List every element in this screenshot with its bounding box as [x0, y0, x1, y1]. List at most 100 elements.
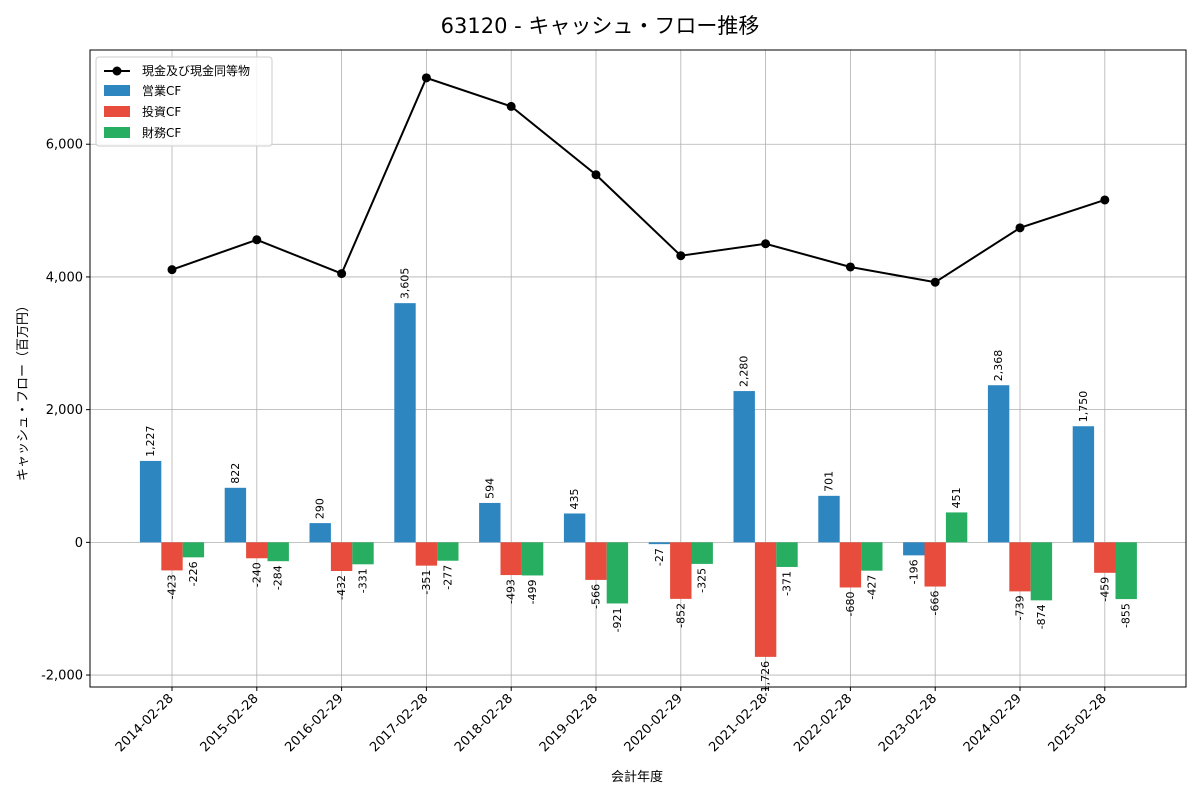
y-tick-label: 4,000 [46, 270, 83, 285]
bar-value-label: -325 [696, 568, 709, 593]
bar-2 [585, 542, 607, 580]
bar-3 [776, 542, 798, 567]
cash-point [421, 73, 431, 83]
bar-1 [139, 460, 162, 543]
bar-value-label: -331 [357, 568, 370, 593]
bar-value-label: -739 [1014, 595, 1027, 620]
plot-frame [89, 49, 1187, 688]
x-tick-label: 2021-02-28 [706, 691, 770, 755]
bar-3 [861, 542, 883, 571]
bar-1 [903, 542, 925, 556]
legend-frame [95, 56, 273, 147]
bar-1 [648, 542, 671, 545]
cash-point [252, 235, 262, 245]
cash-point [1015, 223, 1025, 233]
bar-value-label: -277 [441, 565, 454, 590]
bar-3 [691, 542, 713, 564]
cash-line [171, 76, 1106, 284]
x-tick-label: 2024-02-29 [961, 691, 1025, 755]
y-tick-label: 0 [75, 536, 83, 551]
bar-2 [161, 542, 183, 571]
bar-1 [479, 502, 501, 543]
bar-value-label: -240 [250, 562, 263, 587]
bar-value-label: 435 [568, 488, 581, 509]
bar-value-label: -423 [166, 574, 179, 599]
bar-value-label: 1,750 [1077, 391, 1090, 423]
bar-3 [945, 512, 968, 543]
bar-value-label: -921 [611, 607, 624, 632]
cash-point [761, 239, 771, 249]
cash-point [506, 101, 516, 111]
bar-value-label: -1,726 [759, 661, 772, 696]
cash-point [845, 262, 855, 272]
cash-point [930, 277, 940, 287]
bar-value-label: -371 [781, 571, 794, 596]
axis-ticks: 2014-02-28 2015-02-28 2016-02-29 2017-02-28… [41, 138, 1110, 756]
y-tick-label: 2,000 [46, 403, 83, 418]
legend-swatch-financing [104, 127, 130, 138]
bar-value-label: 3,605 [399, 268, 412, 300]
y-axis-title: キャッシュ・フロー（百万円） [16, 299, 31, 481]
bar-value-label: -27 [653, 548, 666, 566]
bar-2 [415, 542, 438, 566]
bar-1 [818, 495, 840, 543]
bar-value-label: -680 [844, 591, 857, 616]
bar-3 [182, 542, 205, 558]
chart-title: 63120 - キャッシュ・フロー推移 [441, 14, 760, 38]
x-tick-label: 2016-02-29 [282, 691, 346, 755]
line-series [167, 73, 1110, 287]
bar-value-label: -226 [187, 561, 200, 586]
bar-value-label: 594 [483, 478, 496, 499]
legend: 現金及び現金同等物 営業CF 投資CF 財務CF [95, 56, 273, 147]
cash-point [167, 265, 177, 275]
bar-value-label: -351 [420, 570, 433, 595]
bar-1 [987, 385, 1010, 543]
legend-label-operating: 営業CF [142, 84, 181, 98]
bar-series [139, 303, 1137, 657]
cash-point [1100, 195, 1110, 205]
bar-value-label: 290 [314, 498, 327, 519]
x-tick-label: 2014-02-28 [113, 691, 177, 755]
bar-1 [394, 303, 416, 543]
bar-value-label: -855 [1120, 603, 1133, 628]
x-tick-label: 2025-02-28 [1046, 691, 1110, 755]
legend-swatch-operating [104, 85, 130, 96]
bar-value-label: 451 [950, 487, 963, 508]
bar-value-label: 2,368 [992, 350, 1005, 382]
bar-2 [1009, 542, 1031, 592]
bar-value-label: 1,227 [144, 425, 157, 457]
y-tick-label: 6,000 [46, 138, 83, 153]
x-tick-label: 2015-02-28 [198, 691, 262, 755]
bar-value-label: -852 [674, 603, 687, 628]
bar-2 [754, 542, 777, 657]
x-tick-label: 2018-02-28 [452, 691, 516, 755]
bar-2 [330, 542, 353, 572]
bar-1 [1072, 426, 1095, 543]
x-tick-label: 2019-02-28 [537, 691, 601, 755]
bar-2 [1094, 542, 1116, 573]
bar-3 [267, 542, 289, 562]
bar-value-label: -566 [590, 584, 603, 609]
bar-value-label: 822 [229, 463, 242, 484]
cash-point [591, 170, 601, 180]
bar-value-label: 2,280 [738, 356, 751, 388]
x-tick-label: 2023-02-28 [876, 691, 940, 755]
bar-1 [563, 513, 586, 543]
bar-3 [606, 542, 629, 604]
bar-value-label: -459 [1098, 577, 1111, 602]
bar-3 [437, 542, 459, 561]
legend-swatch-investing [104, 106, 130, 117]
bar-value-label: -874 [1035, 604, 1048, 629]
x-tick-label: 2020-02-29 [622, 691, 686, 755]
bar-1 [309, 523, 331, 543]
bar-3 [1030, 542, 1053, 601]
bar-value-label: 701 [823, 471, 836, 492]
bar-1 [733, 391, 755, 543]
bar-3 [352, 542, 374, 565]
legend-line-marker [112, 66, 122, 76]
bar-value-label: -493 [505, 579, 518, 604]
bar-1 [224, 487, 247, 543]
x-axis-title: 会計年度 [611, 769, 663, 785]
